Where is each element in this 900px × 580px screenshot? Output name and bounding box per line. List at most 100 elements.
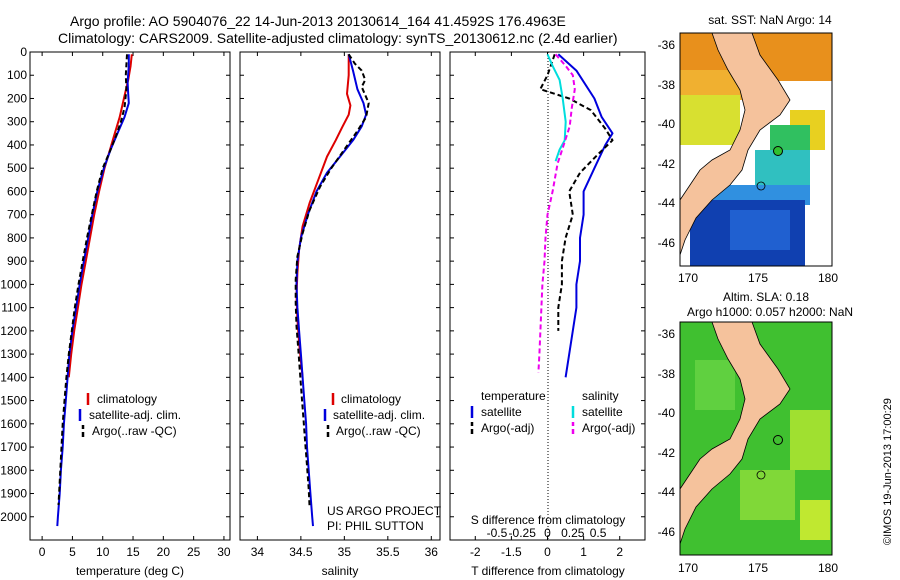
sla-lat-tick: -38 — [658, 367, 676, 381]
series-line — [294, 53, 370, 508]
t-difference-label: T difference from climatology — [471, 564, 625, 578]
x-tick-label: 1 — [580, 545, 587, 559]
sla-lat-tick: -42 — [658, 446, 676, 460]
difference-legend: temperature satellite Argo(-adj) salinit… — [470, 389, 635, 435]
salinity-series — [294, 53, 370, 527]
sst-blue-patch — [730, 210, 790, 250]
legend-climatology-label: climatology — [97, 392, 157, 406]
depth-tick-label: 1600 — [0, 417, 27, 431]
x-tick-label: 25 — [187, 545, 201, 559]
legend-s-argo-label: Argo(-adj) — [582, 421, 635, 435]
x-tick-label: -2 — [470, 545, 481, 559]
series-line — [546, 53, 567, 162]
sla-lat-ticks: -36 -38 -40 -42 -44 -46 — [658, 327, 676, 539]
sla-lat-tick: -46 — [658, 525, 676, 539]
depth-tick-label: 400 — [7, 138, 27, 152]
sla-lon-ticks: 170 175 180 — [678, 561, 838, 575]
s-tick-label: 0.25 — [561, 526, 585, 540]
s-difference-label: S difference from climatology — [471, 513, 626, 527]
depth-tick-label: 800 — [7, 231, 27, 245]
legend-satellite-label: satellite-adj. clim. — [89, 408, 181, 422]
temperature-series — [56, 54, 133, 527]
series-line — [537, 53, 576, 373]
salinity-axes — [239, 51, 441, 541]
sla-new-zealand-land — [680, 322, 791, 545]
depth-tick-label: 1900 — [0, 487, 27, 501]
legend-s-satellite-label: satellite — [582, 405, 623, 419]
depth-tick-label: 100 — [7, 68, 27, 82]
legend-temperature-title: temperature — [481, 389, 546, 403]
legend-argo-label: Argo(..raw -QC) — [92, 424, 177, 438]
sst-mid-band — [680, 95, 740, 145]
sla-patch-2 — [790, 410, 830, 470]
depth-tick-label: 500 — [7, 161, 27, 175]
depth-tick-label: 300 — [7, 115, 27, 129]
x-tick-label: 2 — [616, 545, 623, 559]
depth-tick-label: 600 — [7, 184, 27, 198]
sla-chatham-marker — [756, 470, 766, 480]
depth-tick-label: 700 — [7, 208, 27, 222]
sla-argo-float-marker — [773, 435, 783, 445]
depth-tick-label: 900 — [7, 254, 27, 268]
x-tick-label: 34.5 — [289, 545, 313, 559]
series-line — [67, 54, 133, 378]
pi-annotation: PI: PHIL SUTTON — [327, 519, 424, 533]
sla-field — [680, 322, 832, 555]
depth-tick-label: 1100 — [1, 301, 27, 315]
depth-tick-label: 1300 — [0, 347, 27, 361]
sla-lat-tick: -36 — [658, 327, 676, 341]
sst-lat-ticks: -36 -38 -40 -42 -44 -46 — [658, 38, 676, 250]
series-line — [56, 54, 130, 527]
series-line — [539, 53, 614, 331]
sla-patch-3 — [740, 470, 795, 520]
sla-map-title-2: Argo h1000: 0.057 h2000: NaN — [687, 305, 853, 319]
sla-lat-tick: -40 — [658, 406, 676, 420]
sst-lat-tick: -46 — [658, 236, 676, 250]
x-tick-label: 35 — [338, 545, 352, 559]
sst-lat-tick: -40 — [658, 117, 676, 131]
sla-map-frame — [679, 321, 833, 556]
x-tick-label: 36 — [425, 545, 439, 559]
depth-tick-label: 200 — [7, 91, 27, 105]
difference-panel: -2 -1.5 0 1 2 -0.5 -0.25 0 0.25 0.5 S difference… — [449, 51, 646, 578]
series-line — [57, 54, 128, 506]
x-tick-label: -1.5 — [501, 545, 522, 559]
temperature-xlabel: temperature (deg C) — [76, 564, 184, 578]
sst-lat-tick: -36 — [658, 38, 676, 52]
sst-map-frame — [679, 32, 833, 267]
x-tick-label: 0 — [39, 545, 46, 559]
sla-lat-tick: -44 — [658, 485, 676, 499]
legend-salinity-title: salinity — [582, 389, 619, 403]
difference-y-ticks — [450, 51, 645, 518]
sla-lon-tick: 175 — [748, 561, 768, 575]
x-tick-label: 10 — [96, 545, 110, 559]
depth-axis: 0 100 200 300 400 500 600 700 800 900 1000 1100 1200… — [0, 45, 230, 524]
depth-tick-label: 1500 — [0, 394, 27, 408]
salinity-panel: 34 34.5 35 35.5 36 salinity climatology sate… — [239, 51, 442, 578]
temperature-legend: climatology satellite-adj. clim. Argo(..… — [78, 392, 181, 438]
s-tick-label: 0.5 — [590, 526, 607, 540]
depth-tick-label: 1400 — [0, 370, 27, 384]
sla-map-title-1: Altim. SLA: 0.18 — [723, 290, 809, 304]
sla-map: Altim. SLA: 0.18 Argo h1000: 0.057 h2000… — [658, 290, 853, 575]
x-tick-label: 30 — [217, 545, 231, 559]
depth-tick-label: 1700 — [0, 440, 27, 454]
imos-credit: ©IMOS 19-Jun-2013 17:00:29 — [882, 398, 894, 545]
temperature-panel: 0100200300400500600700800900100011001200… — [0, 45, 231, 578]
x-tick-label: 0 — [544, 545, 551, 559]
x-tick-label: 34 — [251, 545, 265, 559]
sla-lon-tick: 180 — [818, 561, 838, 575]
sst-lat-tick: -44 — [658, 196, 676, 210]
salinity-x-axis: 34 34.5 35 35.5 36 — [251, 52, 439, 559]
depth-tick-label: 1200 — [0, 324, 27, 338]
sst-argo-float-marker — [773, 146, 783, 156]
difference-series — [537, 53, 614, 378]
sal-legend-climatology-label: climatology — [341, 392, 401, 406]
sal-legend-argo-label: Argo(..raw -QC) — [336, 424, 421, 438]
depth-tick-label: 0 — [20, 45, 27, 59]
sst-chatham-marker — [756, 181, 766, 191]
x-tick-label: 35.5 — [376, 545, 400, 559]
temperature-axes — [29, 51, 231, 541]
x-tick-label: 5 — [69, 545, 76, 559]
header-line-1: Argo profile: AO 5904076_22 14-Jun-2013 … — [70, 13, 566, 29]
